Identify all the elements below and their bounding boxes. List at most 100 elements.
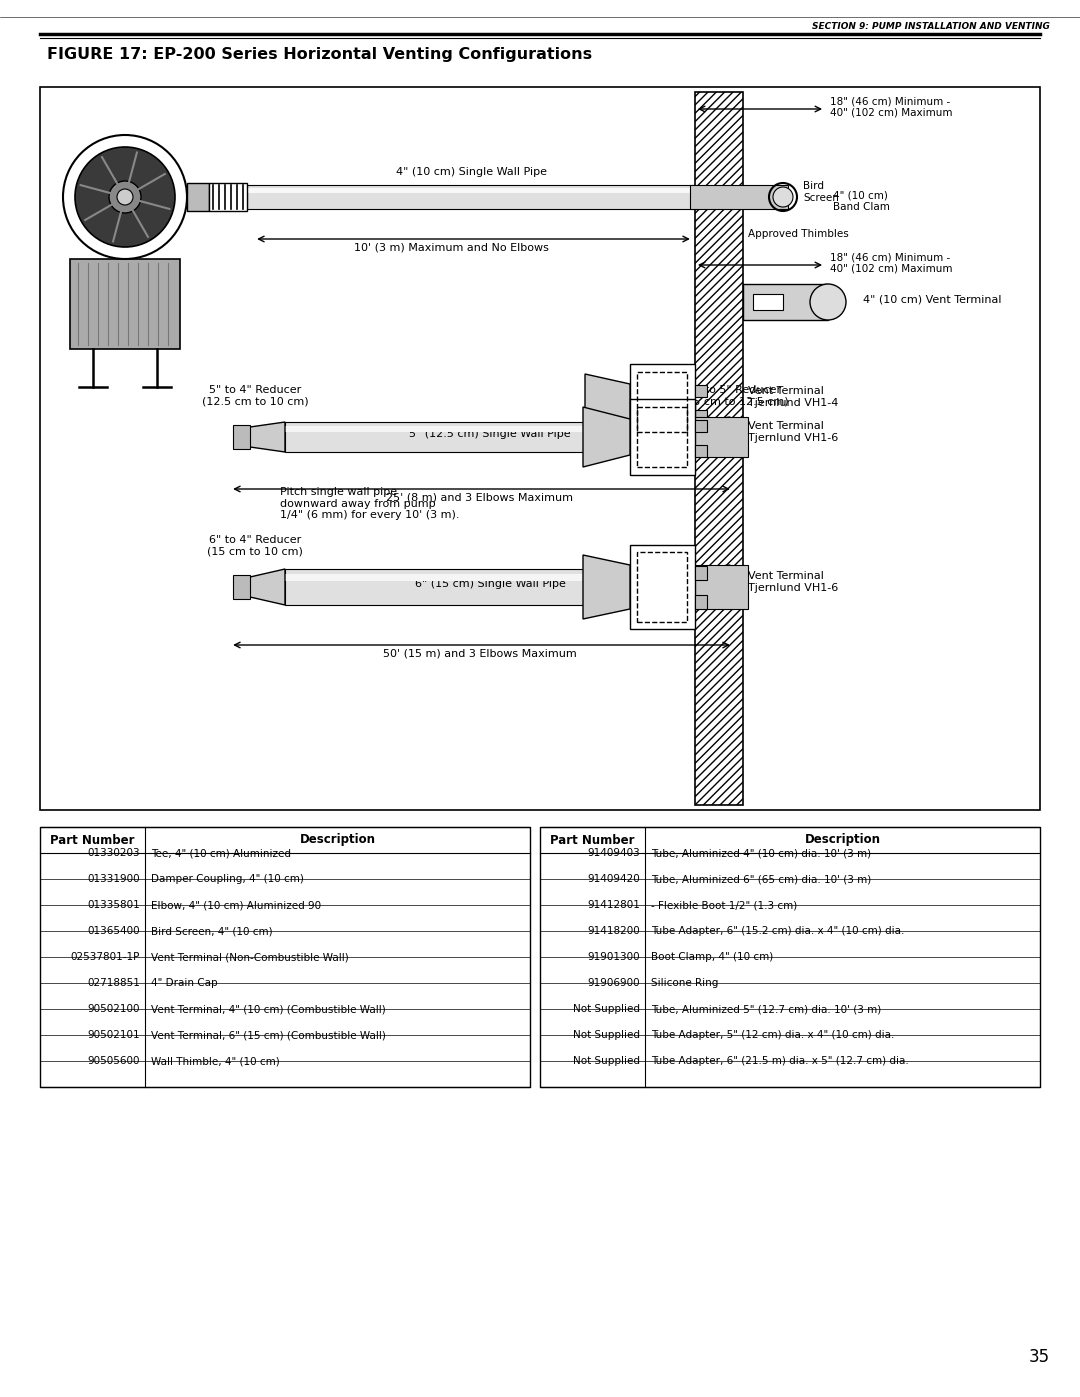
Text: 5" to 4" Reducer
(12.5 cm to 10 cm): 5" to 4" Reducer (12.5 cm to 10 cm) xyxy=(202,386,308,407)
Text: 4" (10 cm)
Band Clam: 4" (10 cm) Band Clam xyxy=(833,190,890,212)
Text: 91409420: 91409420 xyxy=(588,875,640,884)
Text: 10' (3 m) Maximum and No Elbows: 10' (3 m) Maximum and No Elbows xyxy=(353,243,549,253)
Bar xyxy=(637,552,687,622)
Bar xyxy=(753,293,783,310)
Text: - Flexible Boot 1/2" (1.3 cm): - Flexible Boot 1/2" (1.3 cm) xyxy=(651,900,797,909)
Bar xyxy=(637,407,687,467)
Text: Part Number: Part Number xyxy=(550,834,635,847)
Bar xyxy=(210,183,247,211)
Text: Vent Terminal
Tjernlund VH1-6: Vent Terminal Tjernlund VH1-6 xyxy=(748,422,838,443)
Text: FIGURE 17: EP-200 Series Horizontal Venting Configurations: FIGURE 17: EP-200 Series Horizontal Vent… xyxy=(48,47,592,61)
Bar xyxy=(285,574,696,581)
Bar xyxy=(187,183,210,211)
Bar xyxy=(696,386,707,397)
Text: Not Supplied: Not Supplied xyxy=(573,1056,640,1066)
Circle shape xyxy=(75,147,175,247)
Polygon shape xyxy=(696,564,730,609)
Bar xyxy=(696,409,707,422)
Text: Part Number: Part Number xyxy=(51,834,135,847)
Text: Pitch single wall pipe
downward away from pump
1/4" (6 mm) for every 10' (3 m).: Pitch single wall pipe downward away fro… xyxy=(280,488,459,520)
Text: 01330203: 01330203 xyxy=(87,848,140,858)
Bar xyxy=(690,564,748,609)
Bar xyxy=(696,595,707,609)
Text: 18" (46 cm) Minimum -
40" (102 cm) Maximum: 18" (46 cm) Minimum - 40" (102 cm) Maxim… xyxy=(831,96,953,117)
Bar xyxy=(233,576,249,599)
Bar xyxy=(637,372,687,432)
Circle shape xyxy=(117,189,133,205)
Text: 91901300: 91901300 xyxy=(588,951,640,963)
Text: Vent Terminal, 6" (15 cm) (Combustible Wall): Vent Terminal, 6" (15 cm) (Combustible W… xyxy=(151,1030,386,1039)
Text: Damper Coupling, 4" (10 cm): Damper Coupling, 4" (10 cm) xyxy=(151,875,303,884)
Polygon shape xyxy=(585,374,630,430)
Circle shape xyxy=(109,182,141,212)
Text: 25' (8 m) and 3 Elbows Maximum: 25' (8 m) and 3 Elbows Maximum xyxy=(387,493,573,503)
Text: Boot Clamp, 4" (10 cm): Boot Clamp, 4" (10 cm) xyxy=(651,951,773,963)
Bar xyxy=(690,416,748,457)
Text: 02537801-1P: 02537801-1P xyxy=(70,951,140,963)
Text: 6" to 4" Reducer
(15 cm to 10 cm): 6" to 4" Reducer (15 cm to 10 cm) xyxy=(207,535,302,556)
Text: 90502101: 90502101 xyxy=(87,1030,140,1039)
Bar xyxy=(247,184,696,210)
Polygon shape xyxy=(249,569,285,605)
Polygon shape xyxy=(583,555,630,619)
Text: 50' (15 m) and 3 Elbows Maximum: 50' (15 m) and 3 Elbows Maximum xyxy=(383,650,577,659)
Text: Tube Adapter, 6" (15.2 cm) dia. x 4" (10 cm) dia.: Tube Adapter, 6" (15.2 cm) dia. x 4" (10… xyxy=(651,926,904,936)
Text: 01335801: 01335801 xyxy=(87,900,140,909)
Text: Tube Adapter, 5" (12 cm) dia. x 4" (10 cm) dia.: Tube Adapter, 5" (12 cm) dia. x 4" (10 c… xyxy=(651,1030,894,1039)
Text: 6" to 5" Reducer
(15 cm to 12.5 cm): 6" to 5" Reducer (15 cm to 12.5 cm) xyxy=(681,386,788,407)
Text: Tube Adapter, 6" (21.5 m) dia. x 5" (12.7 cm) dia.: Tube Adapter, 6" (21.5 m) dia. x 5" (12.… xyxy=(651,1056,908,1066)
Bar xyxy=(285,569,696,605)
Bar xyxy=(696,92,743,805)
Text: 4" (10 cm) Vent Terminal: 4" (10 cm) Vent Terminal xyxy=(863,293,1001,305)
Text: Vent Terminal
Tjernlund VH1-4: Vent Terminal Tjernlund VH1-4 xyxy=(748,386,838,408)
Text: Wall Thimble, 4" (10 cm): Wall Thimble, 4" (10 cm) xyxy=(151,1056,280,1066)
Text: Bird Screen, 4" (10 cm): Bird Screen, 4" (10 cm) xyxy=(151,926,272,936)
Polygon shape xyxy=(696,416,730,457)
Text: 90502100: 90502100 xyxy=(87,1004,140,1014)
Text: 18" (46 cm) Minimum -
40" (102 cm) Maximum: 18" (46 cm) Minimum - 40" (102 cm) Maxim… xyxy=(831,253,953,274)
Bar xyxy=(247,189,696,193)
Bar xyxy=(630,545,696,629)
Bar xyxy=(70,258,180,349)
Text: Tee, 4" (10 cm) Aluminized: Tee, 4" (10 cm) Aluminized xyxy=(151,848,291,858)
Text: 91412801: 91412801 xyxy=(588,900,640,909)
Text: Not Supplied: Not Supplied xyxy=(573,1030,640,1039)
Text: Silicone Ring: Silicone Ring xyxy=(651,978,718,988)
Text: Elbow, 4" (10 cm) Aluminized 90: Elbow, 4" (10 cm) Aluminized 90 xyxy=(151,900,321,909)
Bar xyxy=(40,827,530,1087)
Bar xyxy=(696,92,743,805)
Polygon shape xyxy=(249,422,285,453)
Text: SECTION 9: PUMP INSTALLATION AND VENTING: SECTION 9: PUMP INSTALLATION AND VENTING xyxy=(812,22,1050,31)
Text: 4" (10 cm) Single Wall Pipe: 4" (10 cm) Single Wall Pipe xyxy=(395,168,546,177)
Bar xyxy=(696,446,707,457)
Bar xyxy=(630,365,696,440)
Bar xyxy=(233,425,249,448)
Text: 6" (15 cm) Single Wall Pipe: 6" (15 cm) Single Wall Pipe xyxy=(415,578,566,590)
Bar xyxy=(40,87,1040,810)
Text: 91418200: 91418200 xyxy=(588,926,640,936)
Text: 01331900: 01331900 xyxy=(87,875,140,884)
Text: 4" Drain Cap: 4" Drain Cap xyxy=(151,978,218,988)
Text: Tube, Aluminized 4" (10 cm) dia. 10' (3 m): Tube, Aluminized 4" (10 cm) dia. 10' (3 … xyxy=(651,848,872,858)
Text: Approved Thimbles: Approved Thimbles xyxy=(748,229,849,239)
Text: Vent Terminal
Tjernlund VH1-6: Vent Terminal Tjernlund VH1-6 xyxy=(748,571,838,592)
Circle shape xyxy=(773,187,793,207)
Polygon shape xyxy=(583,407,630,467)
Bar xyxy=(540,827,1040,1087)
Text: 35: 35 xyxy=(1029,1348,1050,1366)
Text: Bird
Screen: Bird Screen xyxy=(804,182,839,203)
Text: 5" (12.5 cm) Single Wall Pipe: 5" (12.5 cm) Single Wall Pipe xyxy=(409,429,571,439)
Bar xyxy=(285,426,696,432)
Text: Tube, Aluminized 5" (12.7 cm) dia. 10' (3 m): Tube, Aluminized 5" (12.7 cm) dia. 10' (… xyxy=(651,1004,881,1014)
Text: Description: Description xyxy=(805,834,880,847)
Text: 91409403: 91409403 xyxy=(588,848,640,858)
Bar xyxy=(696,566,707,580)
Text: Tube, Aluminized 6" (65 cm) dia. 10' (3 m): Tube, Aluminized 6" (65 cm) dia. 10' (3 … xyxy=(651,875,872,884)
Bar xyxy=(690,184,788,210)
Text: 90505600: 90505600 xyxy=(87,1056,140,1066)
Text: Description: Description xyxy=(299,834,376,847)
Text: 02718851: 02718851 xyxy=(87,978,140,988)
Text: Vent Terminal (Non-Combustible Wall): Vent Terminal (Non-Combustible Wall) xyxy=(151,951,349,963)
Bar xyxy=(743,284,828,320)
Circle shape xyxy=(810,284,846,320)
